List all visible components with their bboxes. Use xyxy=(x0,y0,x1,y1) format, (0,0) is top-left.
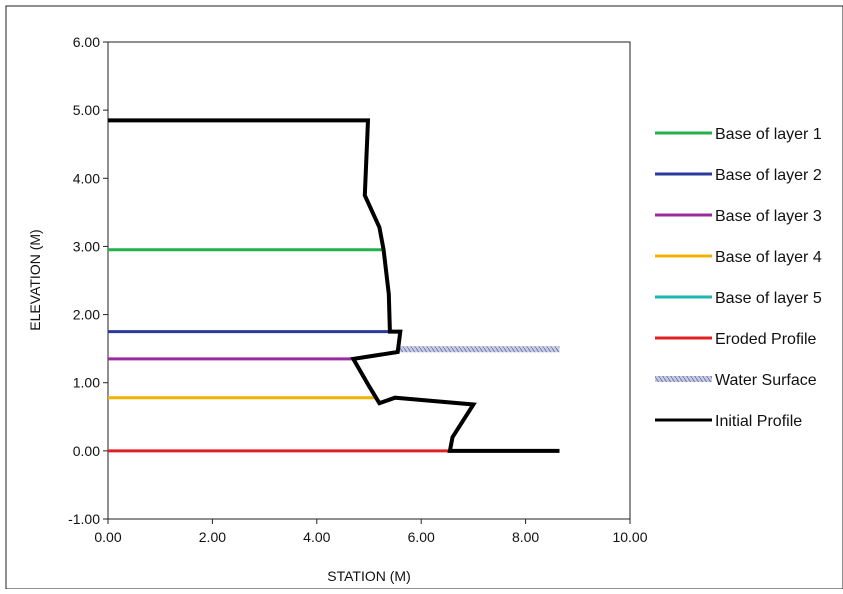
legend-label-water-surface: Water Surface xyxy=(715,372,817,389)
legend-label-eroded-profile: Eroded Profile xyxy=(715,331,816,348)
legend-label-initial-profile: Initial Profile xyxy=(715,413,802,430)
plot-area xyxy=(107,41,631,520)
x-tick-label: 8.00 xyxy=(512,529,539,545)
y-tick-label: 1.00 xyxy=(73,375,100,391)
y-tick-label: 2.00 xyxy=(73,307,100,323)
x-tick-label: 4.00 xyxy=(303,529,330,545)
y-tick-label: 0.00 xyxy=(73,443,100,459)
y-tick-label: 4.00 xyxy=(73,170,100,186)
legend-label-base-of-layer-4: Base of layer 4 xyxy=(715,249,822,266)
legend: Base of layer 1 Base of layer 2 Base of la… xyxy=(655,126,822,430)
y-tick-label: 3.00 xyxy=(73,238,100,254)
x-tick-label: 10.00 xyxy=(612,529,647,545)
legend-label-base-of-layer-2: Base of layer 2 xyxy=(715,167,822,184)
legend-label-base-of-layer-3: Base of layer 3 xyxy=(715,208,822,225)
y-tick-label: 6.00 xyxy=(73,34,100,50)
series-layer xyxy=(108,118,560,453)
axis-ticks: 0.00 2.00 4.00 6.00 8.00 10.00 -1.00 0.00 1.00 2.… xyxy=(68,34,648,545)
x-axis-title: STATION (M) xyxy=(327,568,410,584)
x-tick-label: 6.00 xyxy=(408,529,435,545)
x-tick-label: 2.00 xyxy=(199,529,226,545)
y-tick-label: -1.00 xyxy=(68,511,100,527)
y-tick-label: 5.00 xyxy=(73,102,100,118)
series-line-initial-profile xyxy=(108,118,560,453)
y-axis-title: ELEVATION (M) xyxy=(27,229,43,330)
legend-label-base-of-layer-1: Base of layer 1 xyxy=(715,126,822,143)
legend-label-base-of-layer-5: Base of layer 5 xyxy=(715,290,822,307)
x-tick-label: 0.00 xyxy=(94,529,121,545)
